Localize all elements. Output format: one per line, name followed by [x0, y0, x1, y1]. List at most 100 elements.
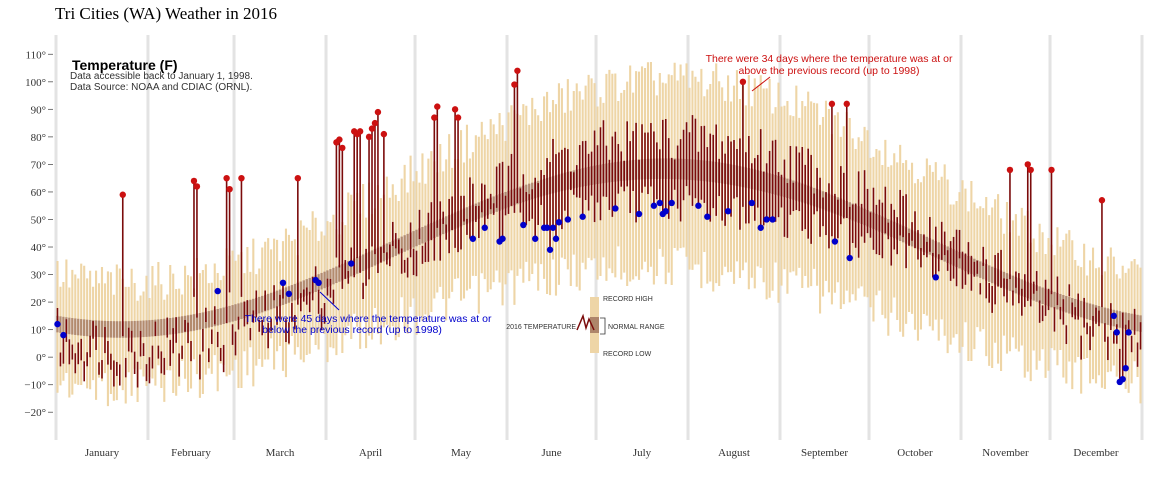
record-low-point	[214, 287, 221, 295]
y-tick-label: 50°	[31, 214, 46, 226]
record-low-point	[656, 199, 664, 207]
record-low-point	[546, 246, 554, 253]
annotation-high-leader	[751, 76, 771, 92]
legend-normal-bracket	[600, 317, 606, 335]
y-tick-label: 90°	[31, 104, 46, 116]
note-line-1: Data accessible back to January 1, 1998.	[70, 71, 253, 82]
record-high-point	[1027, 166, 1034, 174]
x-month-label: October	[897, 447, 933, 459]
record-high-point	[223, 174, 230, 182]
annotation-low-line-1: There were 45 days where the temperature…	[245, 313, 492, 325]
record-high-point	[374, 108, 382, 116]
legend-normal-range: NORMAL RANGE	[608, 324, 665, 331]
record-high-point	[380, 130, 388, 138]
record-low-point	[579, 213, 586, 220]
annotation-low-leader	[319, 291, 340, 311]
y-tick-label: 30°	[31, 270, 46, 282]
x-month-label: May	[451, 447, 472, 459]
record-low-point	[549, 224, 557, 231]
record-high-point	[368, 125, 376, 132]
chart-subtitle: Temperature (F)	[72, 57, 178, 73]
record-low-point	[724, 208, 732, 215]
annotation-high-line-1: There were 34 days where the temperature…	[706, 53, 953, 65]
annotation-low-line-2: below the previous record (up to 1998)	[262, 324, 442, 336]
y-tick-label: 100°	[25, 77, 46, 89]
record-low-point	[552, 235, 560, 242]
record-low-point	[315, 279, 322, 287]
record-high-point	[336, 136, 343, 143]
record-high-point	[511, 81, 518, 88]
y-tick-label: 60°	[31, 187, 46, 199]
y-tick-label: 10°	[31, 325, 46, 337]
record-low-point	[695, 202, 702, 209]
record-low-point	[564, 216, 572, 223]
record-high-point	[431, 114, 438, 121]
record-low-point	[1110, 312, 1118, 320]
y-tick-label: 70°	[31, 159, 46, 171]
legend-record-low: RECORD LOW	[603, 351, 652, 358]
record-high-point	[434, 103, 441, 110]
y-tick-label: 0°	[36, 352, 46, 364]
record-low-point	[650, 202, 658, 209]
y-tick-label: 110°	[26, 49, 47, 61]
record-low-point	[469, 235, 477, 242]
record-high-point	[339, 144, 346, 152]
record-low-point	[662, 208, 669, 215]
record-high-point	[739, 78, 747, 86]
record-low-point	[1125, 329, 1132, 336]
x-month-label: August	[718, 447, 750, 459]
record-high-point	[1048, 166, 1055, 174]
record-low-point	[60, 331, 67, 339]
record-high-point	[1098, 197, 1106, 204]
record-low-point	[846, 254, 853, 262]
legend-record-high: RECORD HIGH	[603, 296, 653, 303]
chart-legend: RECORD HIGH NORMAL RANGE RECORD LOW 2016…	[506, 296, 665, 358]
annotations: There were 34 days where the temperature…	[245, 53, 953, 336]
record-low-point	[1119, 375, 1126, 383]
record-low-point	[932, 274, 939, 281]
x-month-label: January	[85, 447, 120, 459]
y-tick-label: 20°	[31, 297, 46, 309]
note-line-2: Data Source: NOAA and CDIAC (ORNL).	[70, 82, 252, 93]
y-axis: −20° −10° 0° 10° 20° 30° 40° 50° 60° 70° 80° 90° 100…	[24, 49, 53, 419]
x-month-label: December	[1073, 447, 1119, 459]
x-month-label: November	[982, 447, 1029, 459]
record-low-point	[54, 320, 61, 328]
record-high-point	[514, 67, 521, 74]
record-high-point	[356, 128, 364, 135]
record-low-point	[635, 210, 643, 218]
x-month-label: February	[171, 447, 211, 459]
record-high-point	[1024, 161, 1031, 168]
record-low-point	[612, 205, 619, 212]
legend-normal-band	[590, 317, 599, 333]
y-tick-label: −20°	[24, 407, 46, 419]
record-low-point	[748, 199, 756, 207]
x-month-label: June	[541, 447, 561, 459]
record-high-point	[294, 174, 302, 182]
record-low-point	[704, 213, 711, 220]
record-high-point	[828, 100, 836, 108]
record-low-point	[543, 224, 551, 231]
x-month-label: July	[633, 447, 652, 459]
record-low-point	[769, 216, 776, 223]
x-axis: January February March April May June July Augu…	[85, 447, 1119, 459]
x-month-label: March	[266, 447, 295, 459]
record-low-point	[499, 235, 506, 242]
legend-2016-line	[576, 313, 595, 331]
record-low-point	[348, 260, 355, 267]
y-tick-label: −10°	[24, 380, 46, 392]
record-low-point	[285, 290, 293, 298]
record-low-point	[481, 224, 488, 231]
record-low-point	[757, 224, 764, 231]
record-high-point	[451, 106, 459, 113]
y-tick-label: 40°	[31, 242, 46, 254]
y-tick-label: 80°	[31, 132, 46, 144]
record-low-point	[555, 219, 563, 226]
record-high-point	[238, 174, 245, 182]
record-low-point	[831, 238, 839, 245]
record-high-point	[190, 177, 198, 185]
month-grid	[54, 35, 1144, 440]
record-low-point	[1113, 329, 1120, 336]
record-high-point	[843, 100, 850, 108]
